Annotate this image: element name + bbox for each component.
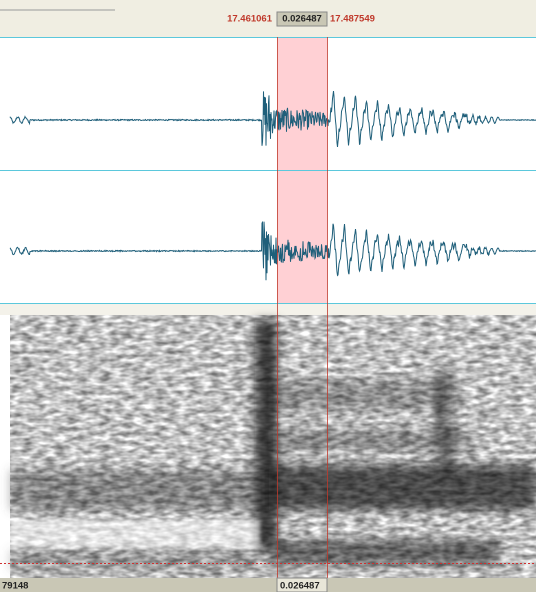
bottom-bar [0, 578, 536, 592]
footer-duration: 0.026487 [280, 581, 320, 592]
waveform-channel-2 [10, 222, 536, 281]
selection-duration: 0.026487 [282, 14, 322, 25]
spectrogram-gap [10, 520, 260, 548]
waveform-channel-1 [10, 91, 536, 147]
page: {"selection": {"start": "17.461061", "du… [0, 0, 536, 592]
sound-editor: 17.461061 0.026487 17.487549 79148 0.026… [0, 0, 536, 592]
separator [0, 304, 536, 315]
footer-left: 79148 [2, 581, 28, 592]
body: 17.461061 0.026487 17.487549 79148 0.026… [0, 0, 536, 592]
selection-start: 17.461061 [227, 14, 273, 25]
selection-end: 17.487549 [330, 14, 375, 25]
spectrogram [10, 315, 536, 578]
